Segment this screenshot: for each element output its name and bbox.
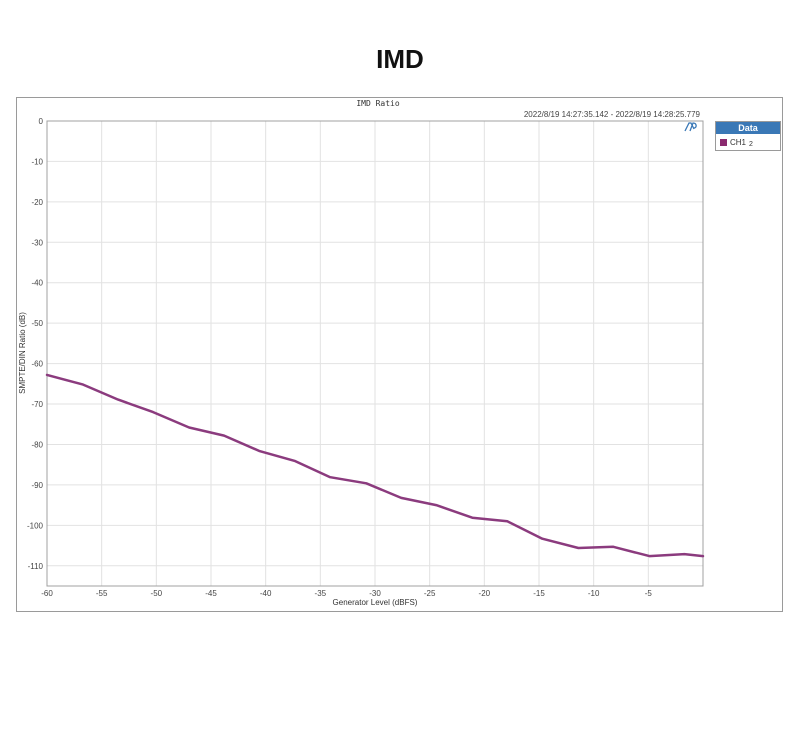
x-tick-label: -55 <box>96 589 108 598</box>
y-tick-label: -50 <box>31 319 43 328</box>
y-tick-label: 0 <box>39 117 44 126</box>
y-tick-label: -40 <box>31 279 43 288</box>
x-tick-label: -5 <box>645 589 653 598</box>
legend-swatch <box>720 138 727 146</box>
y-tick-label: -100 <box>27 521 44 530</box>
x-tick-label: -50 <box>151 589 163 598</box>
page-title: IMD <box>376 44 424 74</box>
plot-area-border <box>46 120 704 587</box>
x-tick-label: -20 <box>479 589 491 598</box>
ap-logo-icon <box>684 122 697 132</box>
y-tick-label: -90 <box>31 481 43 490</box>
legend-item-ch1[interactable]: CH1 2 <box>716 134 780 150</box>
chart-frame <box>16 97 783 612</box>
grid <box>46 120 703 586</box>
y-tick-label: -10 <box>31 157 43 166</box>
x-tick-label: -10 <box>588 589 600 598</box>
x-tick-labels: -60 -55 -50 -45 -40 -35 -30 -25 -20 -15 -10 -5 <box>41 589 652 598</box>
y-tick-labels: 0 -10 -20 -30 -40 -50 -60 -70 -80 -90 -100 -110 <box>27 117 44 571</box>
legend-sub-label: 2 <box>749 140 753 148</box>
x-tick-label: -35 <box>315 589 327 598</box>
x-tick-label: -40 <box>260 589 272 598</box>
x-tick-label: -30 <box>369 589 381 598</box>
x-tick-label: -15 <box>533 589 545 598</box>
y-tick-label: -20 <box>31 198 43 207</box>
y-tick-label: -80 <box>31 440 43 449</box>
x-tick-label: -25 <box>424 589 436 598</box>
x-tick-label: -60 <box>41 589 53 598</box>
y-axis-label: SMPTE/DIN Ratio (dB) <box>18 312 27 394</box>
x-tick-label: -45 <box>205 589 217 598</box>
y-tick-label: -70 <box>31 400 43 409</box>
y-tick-label: -30 <box>31 238 43 247</box>
x-axis-label: Generator Level (dBFS) <box>333 598 418 607</box>
legend-label: CH1 <box>730 137 747 147</box>
y-tick-label: -60 <box>31 360 43 369</box>
series-layer <box>45 373 705 558</box>
series-line-ch1 <box>45 373 705 558</box>
plot-inner-title: IMD Ratio <box>356 99 400 108</box>
legend-header: Data <box>716 122 780 134</box>
timestamp: 2022/8/19 14:27:35.142 - 2022/8/19 14:28… <box>524 110 701 119</box>
legend: Data CH1 2 <box>715 121 781 151</box>
y-tick-label: -110 <box>28 562 44 571</box>
